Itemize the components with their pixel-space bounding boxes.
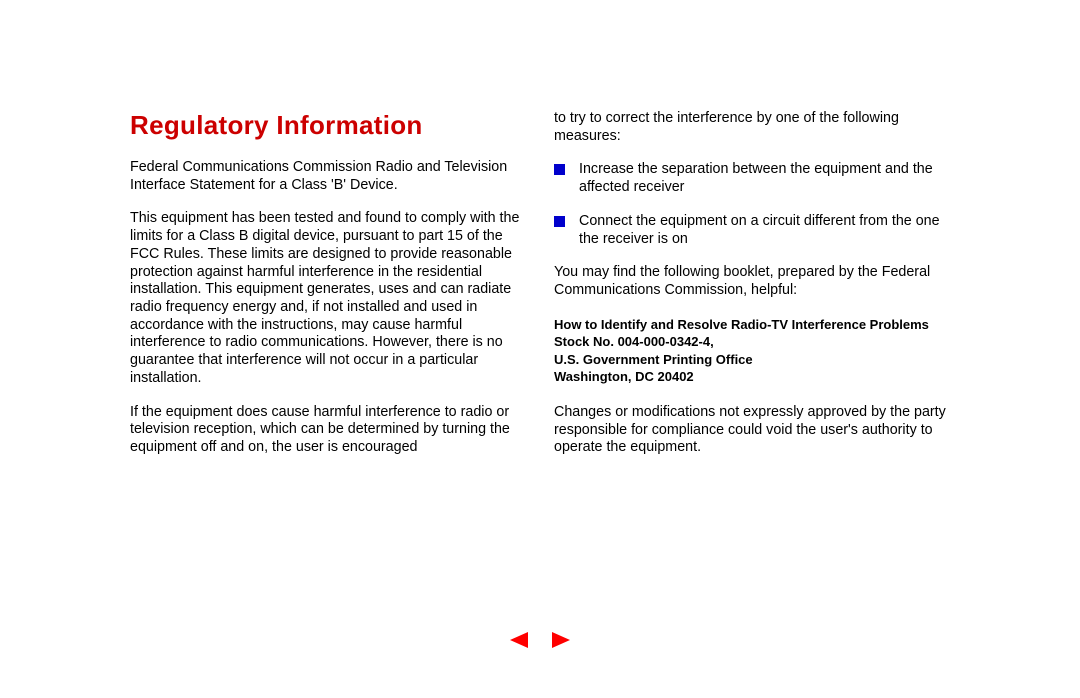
reference-line: Stock No. 004-000-0342-4,	[554, 333, 950, 351]
page-navigation	[0, 632, 1080, 648]
body-paragraph: Federal Communications Commission Radio …	[130, 159, 526, 194]
reference-block: How to Identify and Resolve Radio-TV Int…	[554, 316, 950, 386]
square-bullet-icon	[554, 164, 565, 175]
right-column: to try to correct the interference by on…	[554, 110, 950, 473]
page-title: Regulatory Information	[130, 110, 526, 141]
body-paragraph: to try to correct the interference by on…	[554, 110, 950, 145]
next-page-icon[interactable]	[552, 632, 570, 648]
reference-line: U.S. Government Printing Office	[554, 351, 950, 369]
list-item: Increase the separation between the equi…	[554, 161, 950, 196]
square-bullet-icon	[554, 216, 565, 227]
two-column-layout: Regulatory Information Federal Communica…	[130, 110, 950, 473]
list-item: Connect the equipment on a circuit diffe…	[554, 213, 950, 248]
body-paragraph: You may find the following booklet, prep…	[554, 264, 950, 299]
left-column: Regulatory Information Federal Communica…	[130, 110, 526, 473]
body-paragraph: This equipment has been tested and found…	[130, 210, 526, 387]
body-paragraph: If the equipment does cause harmful inte…	[130, 404, 526, 457]
body-paragraph: Changes or modifications not expressly a…	[554, 404, 950, 457]
document-page: Regulatory Information Federal Communica…	[0, 0, 1080, 698]
list-item-text: Connect the equipment on a circuit diffe…	[579, 213, 950, 248]
list-item-text: Increase the separation between the equi…	[579, 161, 950, 196]
reference-line: Washington, DC 20402	[554, 368, 950, 386]
reference-line: How to Identify and Resolve Radio-TV Int…	[554, 316, 950, 334]
previous-page-icon[interactable]	[510, 632, 528, 648]
